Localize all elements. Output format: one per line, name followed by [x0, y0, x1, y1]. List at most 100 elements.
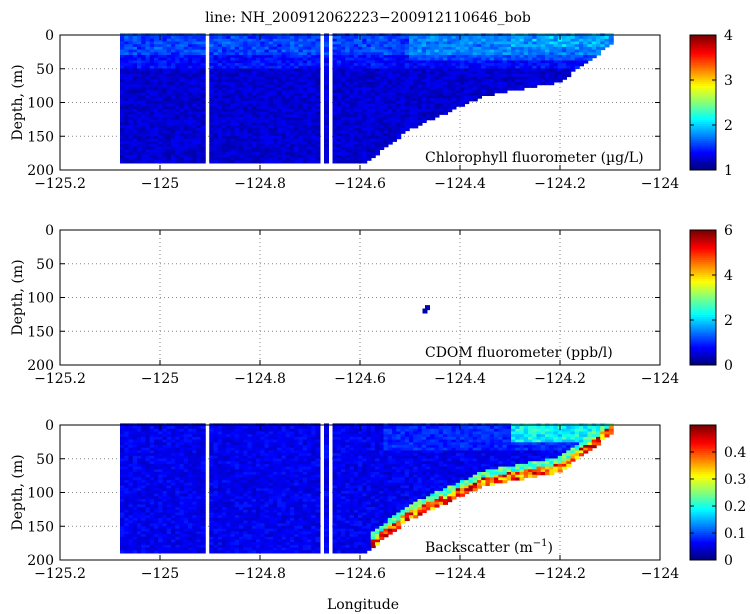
data-cell [260, 122, 266, 126]
data-cell [349, 144, 355, 148]
data-cell [149, 52, 155, 56]
data-cell [396, 90, 402, 94]
data-cell [515, 68, 521, 72]
data-cell [213, 87, 219, 91]
data-cell [273, 73, 278, 78]
data-cell [171, 474, 176, 478]
data-cell [234, 76, 240, 80]
data-cell [141, 463, 147, 468]
data-cell [370, 100, 376, 105]
data-cell [375, 38, 380, 42]
data-cell [366, 152, 372, 156]
data-cell [149, 504, 155, 508]
data-cell [523, 65, 529, 69]
data-cell [132, 426, 138, 430]
data-cell [141, 119, 147, 123]
data-cell [137, 133, 142, 137]
data-cell [200, 152, 206, 156]
data-cell [166, 488, 172, 492]
data-cell [447, 57, 453, 61]
data-cell [243, 111, 249, 115]
data-cell [336, 55, 342, 59]
data-cell [145, 439, 151, 443]
data-cell [251, 52, 257, 56]
data-cell [137, 65, 142, 69]
data-cell [383, 125, 389, 129]
data-cell [536, 73, 542, 78]
data-cell [494, 52, 499, 56]
data-cell [154, 542, 159, 546]
data-cell [315, 114, 321, 118]
data-cell [260, 79, 266, 83]
data-cell [120, 426, 125, 430]
data-cell [413, 122, 419, 126]
data-cell [387, 98, 393, 102]
data-cell [434, 114, 440, 118]
data-cell [166, 496, 172, 500]
data-cell [158, 431, 164, 435]
colorbar-swatch [690, 56, 716, 59]
data-cell [158, 119, 164, 123]
data-layer [422, 305, 430, 314]
data-cell [243, 152, 249, 156]
data-cell [137, 442, 142, 446]
data-cell [128, 547, 134, 551]
data-cell [171, 526, 176, 530]
data-cell [264, 98, 270, 102]
data-cell [336, 130, 342, 134]
data-cell [434, 90, 440, 94]
data-cell [302, 57, 308, 61]
data-cell [141, 63, 147, 67]
data-cell [345, 63, 351, 67]
data-cell [451, 103, 457, 107]
data-cell [183, 109, 189, 113]
data-cell [311, 111, 317, 115]
data-cell [489, 38, 495, 42]
data-cell [392, 79, 397, 83]
data-cell [268, 154, 274, 159]
data-cell [413, 82, 419, 86]
data-cell [209, 49, 215, 53]
data-cell [481, 65, 487, 69]
data-cell [132, 488, 138, 492]
data-cell [468, 46, 474, 51]
data-cell [124, 507, 130, 511]
data-cell [302, 127, 308, 132]
data-cell [234, 95, 240, 99]
data-cell [166, 504, 172, 508]
data-cell [370, 73, 376, 78]
data-cell [209, 73, 215, 78]
data-cell [472, 46, 478, 51]
data-cell [460, 57, 465, 61]
data-cell [162, 523, 168, 527]
data-cell [506, 84, 512, 88]
data-cell [166, 455, 172, 459]
data-cell [183, 84, 189, 88]
data-cell [294, 36, 300, 40]
data-cell [251, 44, 257, 48]
data-cell [171, 138, 176, 142]
colorbar-swatch [690, 153, 716, 156]
data-cell [353, 106, 359, 110]
data-cell [132, 100, 138, 105]
data-cell [158, 76, 164, 80]
data-cell [362, 95, 368, 99]
data-cell [468, 41, 474, 45]
data-cell [192, 106, 198, 110]
data-cell [545, 63, 550, 67]
data-cell [209, 106, 215, 110]
data-cell [523, 44, 529, 48]
data-cell [341, 79, 346, 83]
data-cell [268, 119, 274, 123]
data-cell [345, 138, 351, 142]
data-cell [455, 55, 461, 59]
data-cell [362, 73, 368, 78]
data-cell [256, 65, 261, 69]
data-cell [166, 436, 172, 441]
data-cell [455, 63, 461, 67]
data-cell [426, 73, 431, 78]
data-cell [217, 130, 223, 134]
data-cell [353, 100, 359, 105]
data-cell [379, 36, 385, 40]
data-cell [324, 111, 329, 115]
